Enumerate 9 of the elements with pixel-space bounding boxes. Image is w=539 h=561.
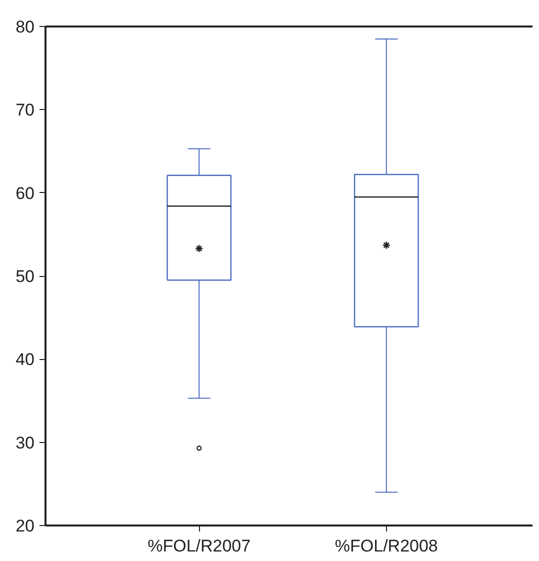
y-tick-label: 40: [16, 350, 35, 370]
y-tick-label: 70: [16, 100, 35, 120]
y-tick-label: 30: [16, 433, 35, 452]
y-tick-label: 80: [16, 18, 35, 36]
y-tick-label: 20: [16, 516, 35, 536]
x-tick-label: %FOL/R2007: [148, 536, 251, 556]
y-tick-label: 50: [16, 267, 35, 286]
y-tick-label: 60: [16, 184, 35, 203]
x-tick-label: %FOL/R2008: [334, 536, 438, 556]
